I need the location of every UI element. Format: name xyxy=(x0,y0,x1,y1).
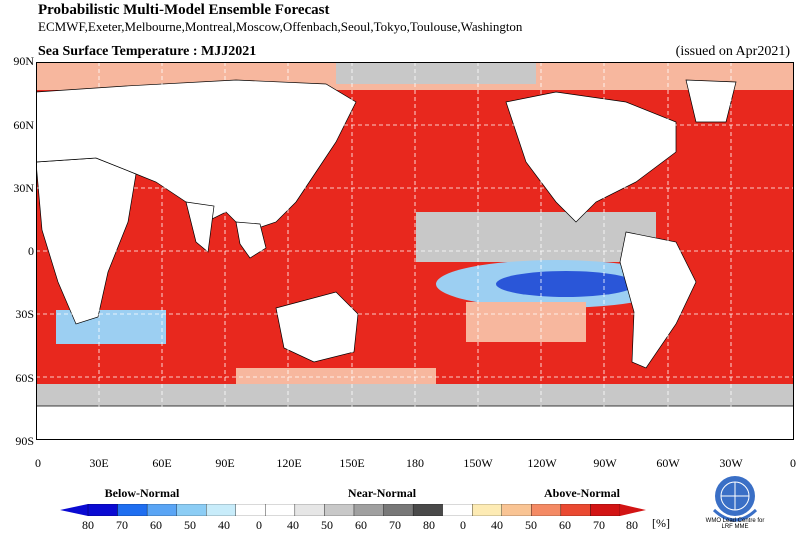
north-america xyxy=(505,91,677,223)
scale-cell xyxy=(383,504,414,516)
scale-cell xyxy=(117,504,148,516)
scale-cell xyxy=(87,504,118,516)
scale-cell xyxy=(442,504,473,516)
scale-cell xyxy=(560,504,591,516)
scale-tick-near-70: 70 xyxy=(389,518,401,532)
map-frame xyxy=(36,62,794,440)
near-normal-east-pacific xyxy=(416,212,656,262)
australia xyxy=(275,291,359,363)
lon-label-90e: 90E xyxy=(215,456,235,470)
logo-caption: WMO Lead Centre for LRF MME xyxy=(692,518,778,530)
scale-cell xyxy=(206,504,236,516)
lon-label-60w: 60W xyxy=(656,456,680,470)
color-scale-bar xyxy=(60,504,646,516)
scale-tick-below-80: 80 xyxy=(82,518,94,532)
scale-tick-below-70: 70 xyxy=(116,518,128,532)
scale-unit: [%] xyxy=(652,516,670,530)
scale-cell xyxy=(235,504,266,516)
scale-cell xyxy=(531,504,562,516)
contributing-centres: ECMWF,Exeter,Melbourne,Montreal,Moscow,O… xyxy=(38,19,523,34)
warm-light-south-pacific xyxy=(466,302,586,342)
lon-label-0-east: 0 xyxy=(790,456,796,470)
lon-label-30w: 30W xyxy=(719,456,743,470)
strong-cold-anomaly-pacific xyxy=(496,271,636,297)
legend-above-normal: Above-Normal xyxy=(544,486,620,500)
scale-tick-near-60: 60 xyxy=(355,518,367,532)
lon-label-0: 0 xyxy=(35,456,41,470)
scale-cell xyxy=(146,504,177,516)
near-normal-arctic xyxy=(336,62,536,84)
scale-cell xyxy=(472,504,502,516)
scale-tick-zero-1: 0 xyxy=(256,518,262,532)
southeast-asia xyxy=(235,221,267,259)
lat-label-90s: 90S xyxy=(15,434,34,448)
issue-date: (issued on Apr2021) xyxy=(675,44,790,59)
scale-tick-below-60: 60 xyxy=(150,518,162,532)
near-normal-southern xyxy=(36,384,794,406)
scale-tick-below-40: 40 xyxy=(218,518,230,532)
lon-label-150w: 150W xyxy=(463,456,493,470)
scale-right-arrow xyxy=(620,504,646,516)
legend-below-normal: Below-Normal xyxy=(104,486,180,500)
scale-tick-zero-2: 0 xyxy=(460,518,466,532)
greenland xyxy=(685,79,737,123)
forecast-title: Probabilistic Multi-Model Ensemble Forec… xyxy=(38,2,330,18)
lon-label-90w: 90W xyxy=(593,456,617,470)
lat-label-60n: 60N xyxy=(13,118,34,132)
lon-label-150e: 150E xyxy=(339,456,365,470)
lon-label-180: 180 xyxy=(406,456,424,470)
scale-tick-above-60: 60 xyxy=(559,518,571,532)
scale-tick-above-70: 70 xyxy=(593,518,605,532)
scale-tick-near-50: 50 xyxy=(321,518,333,532)
map-title: Sea Surface Temperature : MJJ2021 xyxy=(38,44,257,59)
scale-cell xyxy=(294,504,325,516)
lat-label-30s: 30S xyxy=(15,307,34,321)
legend-near-normal: Near-Normal xyxy=(347,486,417,500)
lat-label-90n: 90N xyxy=(13,54,34,68)
scale-tick-near-40: 40 xyxy=(287,518,299,532)
scale-tick-near-80: 80 xyxy=(423,518,435,532)
lon-label-30e: 30E xyxy=(89,456,109,470)
scale-cell xyxy=(176,504,207,516)
map-grid xyxy=(36,62,794,440)
lon-label-60e: 60E xyxy=(152,456,172,470)
south-america xyxy=(619,231,697,369)
india xyxy=(185,201,215,253)
sst-probability-map[interactable] xyxy=(36,62,794,440)
logo-caption-line2: LRF MME xyxy=(721,524,749,530)
lat-label-eq: 0 xyxy=(28,244,34,258)
scale-cell xyxy=(412,504,443,516)
scale-tick-above-50: 50 xyxy=(525,518,537,532)
land-masses xyxy=(36,79,794,440)
scale-left-arrow xyxy=(60,504,88,516)
scale-cell xyxy=(324,504,355,516)
scale-cell xyxy=(265,504,296,516)
lon-label-120e: 120E xyxy=(276,456,302,470)
logo-caption-line1: WMO Lead Centre for xyxy=(705,518,765,524)
scale-tick-above-80: 80 xyxy=(626,518,638,532)
scale-cell xyxy=(590,504,621,516)
scale-cell xyxy=(353,504,384,516)
scale-tick-below-50: 50 xyxy=(184,518,196,532)
warm-light-southern xyxy=(236,368,436,384)
scale-cell xyxy=(501,504,532,516)
lon-label-120w: 120W xyxy=(527,456,557,470)
scale-tick-above-40: 40 xyxy=(491,518,503,532)
scale-cells xyxy=(87,504,621,516)
lat-label-30n: 30N xyxy=(13,181,34,195)
wmo-logo-icon xyxy=(712,476,758,522)
lat-label-60s: 60S xyxy=(15,371,34,385)
